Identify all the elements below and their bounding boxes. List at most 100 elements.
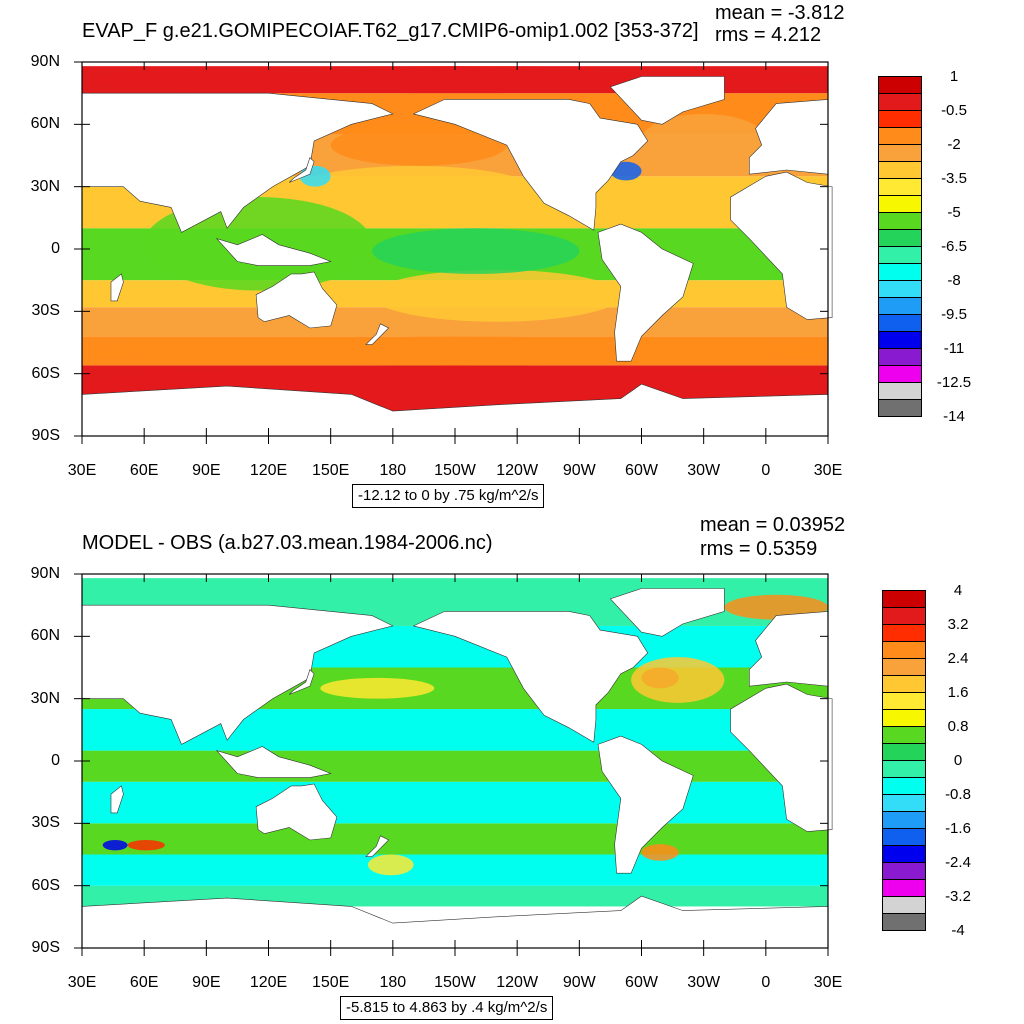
- colorbar-swatch: [882, 896, 926, 914]
- colorbar-swatch: [878, 263, 922, 281]
- colorbar-swatch: [878, 76, 922, 94]
- field-band: [82, 750, 828, 782]
- colorbar-label: -5: [947, 204, 961, 221]
- plot-title: EVAP_F g.e21.GOMIPECOIAF.T62_g17.CMIP6-o…: [82, 20, 699, 42]
- land-europe: [749, 99, 829, 175]
- colorbar-label: -12.5: [936, 374, 972, 391]
- colorbar-swatch: [882, 675, 926, 693]
- evap-panel: EVAP_F g.e21.GOMIPECOIAF.T62_g17.CMIP6-o…: [30, 2, 972, 508]
- land-new-zealand: [365, 835, 390, 857]
- y-tick-label: 90N: [30, 565, 60, 582]
- x-tick-label: 30E: [67, 462, 97, 479]
- field-band: [82, 823, 828, 855]
- colorbar-swatch: [878, 178, 922, 196]
- colorbar-label: -0.8: [945, 786, 971, 803]
- colorbar-swatch: [882, 743, 926, 761]
- colorbar-swatch: [878, 93, 922, 111]
- y-tick-label: 90N: [30, 53, 60, 70]
- y-tick-label: 30N: [30, 177, 60, 195]
- field-region-agulhas-pos: [127, 839, 165, 851]
- field-region-south-atlantic-pos: [641, 844, 679, 861]
- x-tick-label: 90W: [562, 462, 596, 479]
- colorbar-label: -3.5: [941, 170, 967, 187]
- diff-panel: MODEL - OBS (a.b27.03.mean.1984-2006.nc)…: [0, 512, 1024, 1024]
- land-japan: [288, 157, 315, 183]
- y-tick-label: 60S: [31, 364, 60, 382]
- field-region-tropical-pacific: [372, 228, 580, 274]
- contour-info-box: -12.12 to 0 by .75 kg/m^2/s: [352, 484, 545, 508]
- colorbar-swatch: [882, 777, 926, 795]
- field-region-southern-midlat: [82, 336, 828, 366]
- land-africa: [730, 683, 833, 832]
- land-indonesia: [215, 234, 332, 266]
- colorbar-swatch: [882, 590, 926, 608]
- colorbar-label: 4: [953, 582, 963, 599]
- x-tick-label: 30W: [687, 462, 721, 479]
- field-region-kuroshio-ext-pos: [320, 677, 435, 699]
- colorbar-label: -11: [943, 340, 965, 357]
- x-tick-label: 120W: [496, 974, 539, 991]
- colorbar-swatch: [882, 641, 926, 659]
- colorbar-swatch: [882, 726, 926, 744]
- colorbar-swatch: [882, 794, 926, 812]
- x-tick-label: 150W: [434, 462, 476, 479]
- colorbar-swatch: [882, 845, 926, 863]
- map-plot-area: [74, 573, 833, 956]
- land-indonesia: [215, 746, 332, 778]
- colorbar-swatch: [882, 828, 926, 846]
- y-tick-label: 60N: [30, 627, 60, 645]
- land-africa: [730, 171, 833, 320]
- colorbar-swatch: [878, 314, 922, 332]
- y-tick-label: 60N: [30, 115, 60, 133]
- colorbar-label: -6.5: [941, 238, 967, 255]
- y-tick-label: 90S: [31, 939, 60, 956]
- x-tick-label: 30E: [67, 974, 97, 991]
- x-tick-label: 90W: [562, 974, 596, 991]
- x-tick-label: 60W: [625, 462, 658, 479]
- land-north-america: [412, 99, 649, 231]
- rms-stat: rms = 0.5359: [700, 538, 818, 560]
- colorbar-label: -8: [947, 272, 961, 289]
- field-region-north-atlantic-pos: [631, 657, 725, 703]
- colorbar-label: -14: [943, 408, 965, 425]
- x-tick-label: 150E: [311, 974, 350, 991]
- colorbar-swatch: [878, 161, 922, 179]
- plot-title: MODEL - OBS (a.b27.03.mean.1984-2006.nc): [82, 532, 493, 554]
- colorbar-label: -2.4: [945, 854, 971, 871]
- colorbar-swatch: [878, 127, 922, 145]
- colorbar-swatch: [878, 212, 922, 230]
- rms-stat: rms = 4.212: [715, 24, 822, 46]
- colorbar-label: -4: [951, 922, 965, 939]
- y-tick-label: 0: [51, 240, 60, 257]
- map-plot-area: [74, 61, 833, 444]
- x-tick-label: 30E: [813, 974, 843, 991]
- land-eurasia: [81, 604, 394, 745]
- field-region-north-atlantic: [641, 113, 766, 166]
- colorbar-swatch: [882, 811, 926, 829]
- colorbar-label: 1: [949, 68, 959, 85]
- y-tick-label: 0: [51, 752, 60, 769]
- land-japan: [288, 669, 315, 695]
- land-madagascar: [110, 273, 124, 302]
- colorbar-swatch: [878, 365, 922, 383]
- colorbar-swatch: [882, 709, 926, 727]
- colorbar-swatch: [878, 297, 922, 315]
- x-tick-label: 180: [379, 974, 407, 991]
- field-band: [82, 854, 828, 886]
- land-greenland: [609, 588, 725, 637]
- field-region-subtropics-south: [372, 269, 621, 322]
- mean-stat: mean = 0.03952: [700, 514, 846, 536]
- contour-info-box: -5.815 to 4.863 by .4 kg/m^2/s: [340, 996, 554, 1020]
- colorbar-swatch: [882, 607, 926, 625]
- land-europe: [749, 611, 829, 687]
- land-australia: [255, 783, 338, 841]
- colorbar-swatch: [882, 913, 926, 931]
- mean-stat: mean = -3.812: [715, 2, 845, 24]
- x-tick-label: 120W: [496, 462, 539, 479]
- x-tick-label: 150W: [434, 974, 476, 991]
- colorbar-swatch: [878, 195, 922, 213]
- x-tick-label: 90E: [192, 974, 221, 991]
- y-tick-label: 60S: [31, 876, 60, 894]
- x-tick-label: 120E: [249, 462, 288, 479]
- x-tick-label: 30W: [687, 974, 721, 991]
